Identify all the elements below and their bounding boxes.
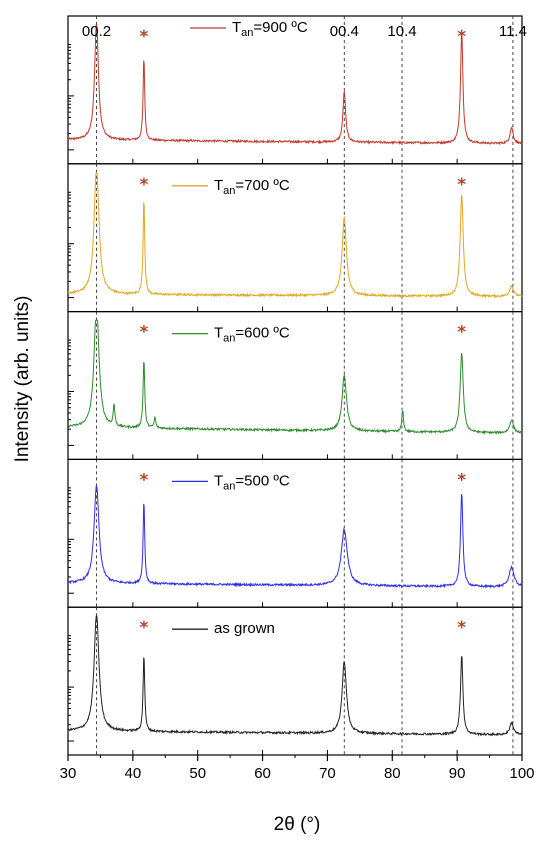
series-line [67, 24, 523, 146]
peak-label: 10.4 [387, 23, 416, 40]
x-tick-label: 70 [319, 765, 336, 782]
substrate-star: * [139, 470, 148, 490]
x-tick-label: 60 [254, 765, 271, 782]
substrate-star: * [457, 323, 466, 343]
x-tick-label: 30 [60, 765, 77, 782]
panel-tan-500-c: * * Tan=500 ºC [67, 458, 523, 608]
panel-frame [67, 163, 523, 313]
x-axis: 30 40 50 60 70 80 90 100 [60, 755, 535, 782]
legend-label: Tan=600 ºC [214, 325, 290, 345]
substrate-star: * [457, 470, 466, 490]
legend-label: Tan=900 ºC [232, 19, 308, 39]
series-line [67, 485, 523, 589]
panel-tan-700-c: * * Tan=700 ºC [67, 163, 523, 313]
y-axis-title: Intensity (arb. units) [12, 296, 33, 463]
panel-as-grown: * * as grown [67, 606, 523, 756]
legend-label: as grown [214, 620, 275, 637]
substrate-star: * [139, 618, 148, 638]
substrate-star: * [139, 27, 148, 47]
panel-tan-900-c: * * Tan=900 ºC 00.2 00.4 10.4 11.4 [67, 15, 527, 165]
x-tick-label: 90 [449, 765, 466, 782]
legend-label: Tan=500 ºC [214, 472, 290, 492]
x-tick-label: 100 [509, 765, 534, 782]
x-axis-title: 2θ (°) [274, 814, 321, 835]
panel-tan-600-c: * * Tan=600 ºC [67, 311, 523, 461]
panel-frame [67, 311, 523, 461]
substrate-star: * [139, 323, 148, 343]
x-tick-label: 50 [189, 765, 206, 782]
substrate-star: * [139, 175, 148, 195]
substrate-star: * [457, 27, 466, 47]
substrate-star: * [457, 175, 466, 195]
peak-label: 11.4 [499, 23, 527, 40]
legend-label: Tan=700 ºC [214, 177, 290, 197]
peak-label: 00.2 [82, 23, 111, 40]
x-tick-label: 40 [125, 765, 142, 782]
series-line [67, 615, 523, 737]
panels-layer: * * Tan=900 ºC 00.2 00.4 10.4 11.4 * * Tan=700 ºC… [67, 15, 527, 756]
substrate-star: * [457, 618, 466, 638]
x-tick-label: 80 [384, 765, 401, 782]
series-line [67, 172, 523, 299]
series-line [68, 319, 522, 435]
peak-label: 00.4 [330, 23, 359, 40]
